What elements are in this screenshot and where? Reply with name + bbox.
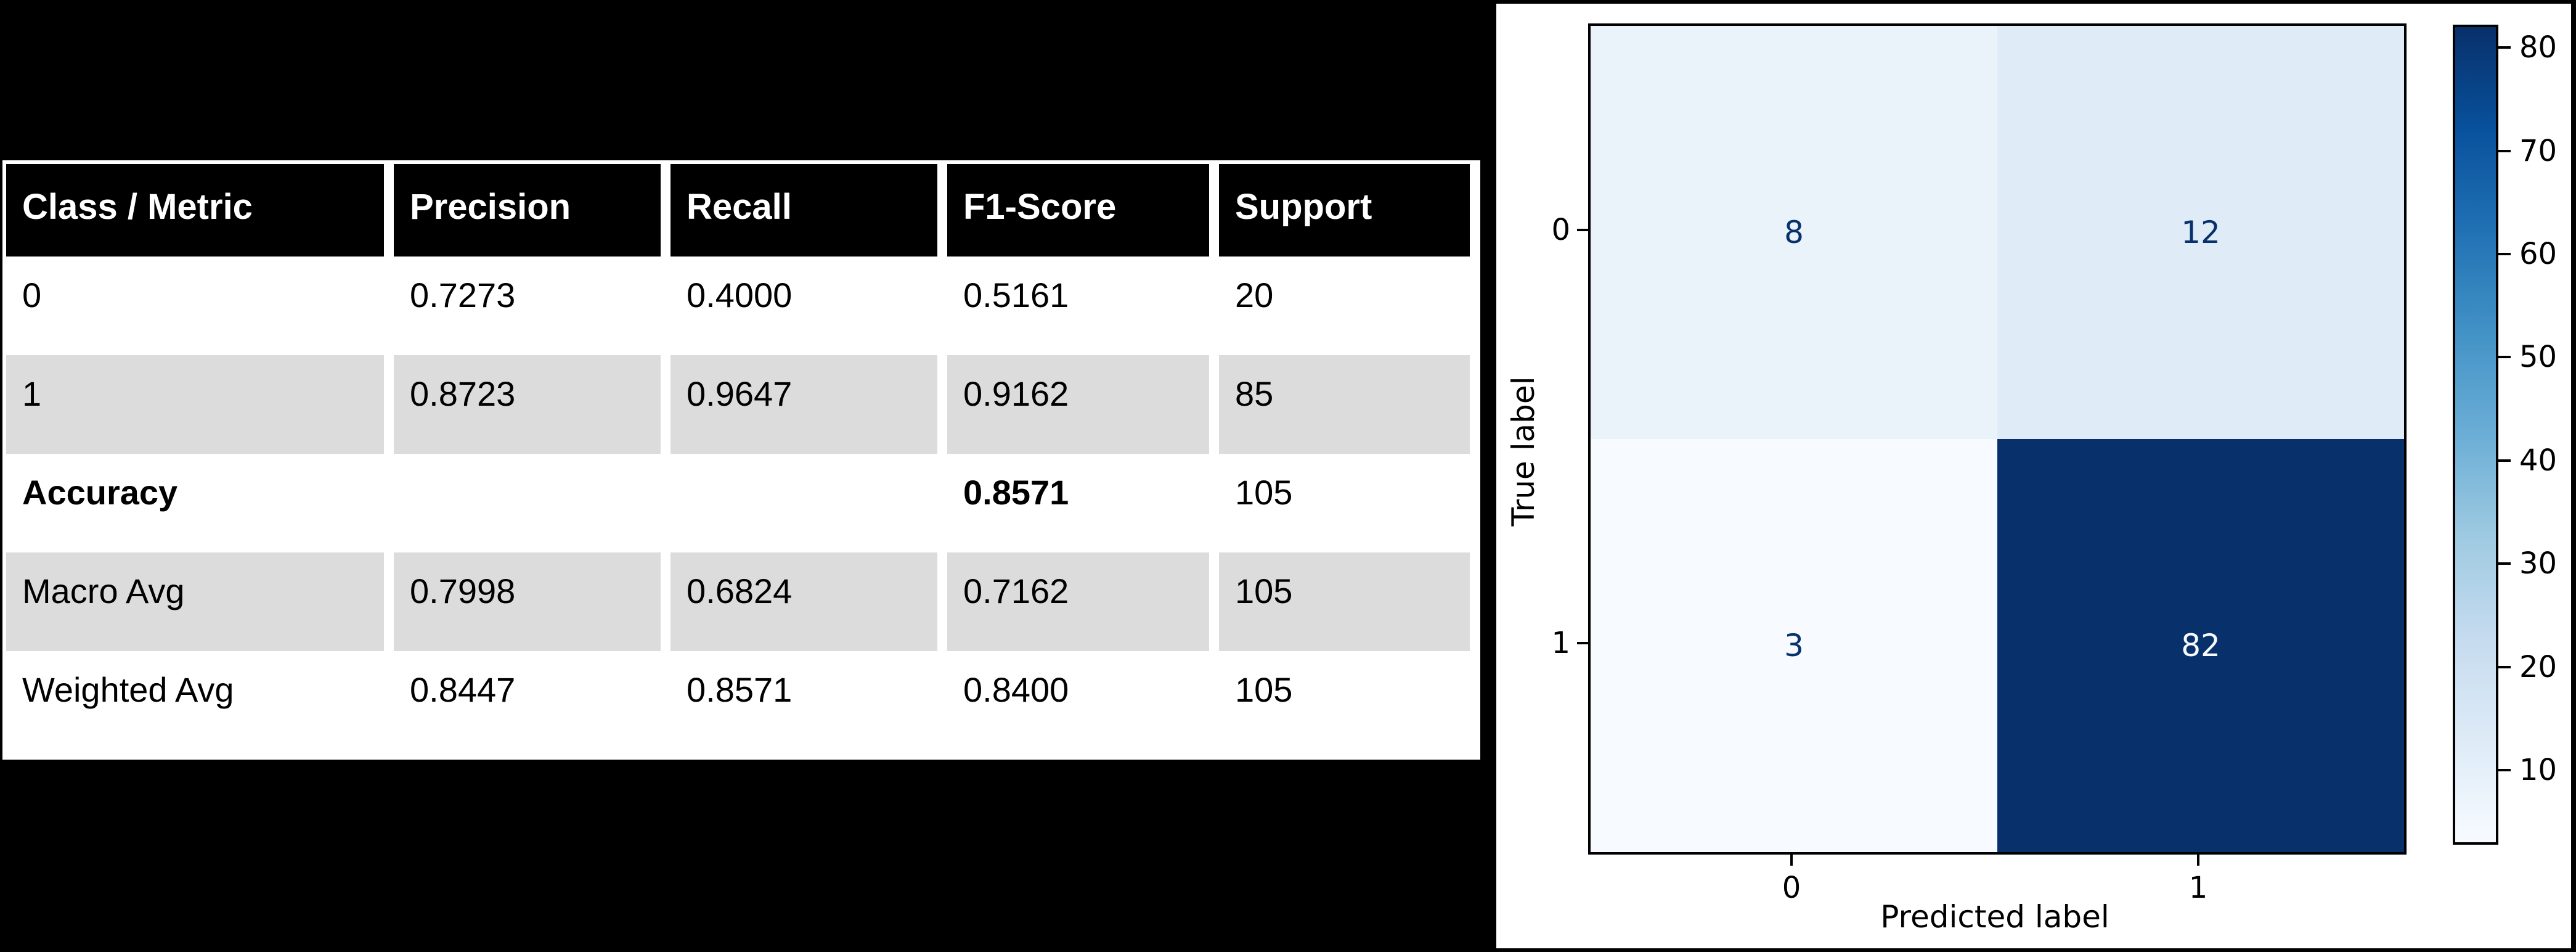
table-cell: 105: [1219, 552, 1470, 651]
cell-annotation: 82: [2181, 628, 2220, 663]
y-tick-label: 0: [1551, 213, 1570, 247]
table-row: 1 0.8723 0.9647 0.9162 85: [6, 355, 1477, 454]
colorbar-tick-label: 80: [2519, 30, 2558, 65]
x-tick-label: 0: [1782, 871, 1801, 905]
table-cell: 0.8447: [394, 651, 661, 750]
table-cell: 0: [6, 256, 384, 355]
table-cell: [394, 454, 661, 552]
y-axis-label: True label: [1506, 376, 1541, 527]
colorbar-tickmark: [2498, 768, 2511, 771]
column-header: Support: [1219, 164, 1470, 256]
table-row: 0 0.7273 0.4000 0.5161 20: [6, 256, 1477, 355]
colorbar-tickmark: [2498, 562, 2511, 565]
table-row: Accuracy 0.8571 105: [6, 454, 1477, 552]
colorbar-tickmark: [2498, 356, 2511, 359]
colorbar-tick-label: 60: [2519, 237, 2558, 272]
y-tick-label: 1: [1551, 626, 1570, 660]
colorbar: [2453, 25, 2498, 845]
table-row: Macro Avg 0.7998 0.6824 0.7162 105: [6, 552, 1477, 651]
heatmap-cell: 82: [1997, 439, 2404, 852]
colorbar-tick-label: 20: [2519, 649, 2558, 684]
table-cell: 0.8723: [394, 355, 661, 454]
table-cell: Accuracy: [6, 454, 384, 552]
table-rows: 0 0.7273 0.4000 0.5161 20 1 0.8723 0.9647 0.9162…: [6, 256, 1477, 750]
column-header: Recall: [670, 164, 937, 256]
table-cell: 1: [6, 355, 384, 454]
heatmap-cell: 12: [1997, 26, 2404, 439]
table-cell: 20: [1219, 256, 1470, 355]
table-cell: 0.7998: [394, 552, 661, 651]
colorbar-tick-label: 30: [2519, 546, 2558, 581]
table-cell: 0.8571: [947, 454, 1209, 552]
x-tickmark: [1790, 855, 1793, 866]
colorbar-tick-label: 50: [2519, 340, 2558, 375]
table-cell: Macro Avg: [6, 552, 384, 651]
table-cell: 105: [1219, 651, 1470, 750]
colorbar-tickmark: [2498, 253, 2511, 256]
table-cell: 0.7273: [394, 256, 661, 355]
cell-annotation: 8: [1784, 215, 1804, 250]
table-cell: 105: [1219, 454, 1470, 552]
colorbar-tickmark: [2498, 149, 2511, 152]
cell-annotation: 12: [2181, 215, 2220, 250]
column-header: Precision: [394, 164, 661, 256]
table-cell: 85: [1219, 355, 1470, 454]
y-tickmark: [1577, 642, 1588, 644]
table-header-row: Class / Metric Precision Recall F1-Score Sup…: [6, 164, 1477, 256]
table-cell: 0.8400: [947, 651, 1209, 750]
heatmap-axes: 8 12 3 82: [1588, 23, 2407, 855]
table-cell: Weighted Avg: [6, 651, 384, 750]
colorbar-tickmark: [2498, 459, 2511, 462]
colorbar-tick-label: 40: [2519, 443, 2558, 478]
table-cell: 0.6824: [670, 552, 937, 651]
x-axis-label: Predicted label: [1880, 899, 2109, 935]
table-cell: 0.8571: [670, 651, 937, 750]
y-tickmark: [1577, 229, 1588, 231]
colorbar-tickmark: [2498, 46, 2511, 49]
x-tickmark: [2197, 855, 2199, 866]
colorbar-tick-label: 70: [2519, 133, 2558, 168]
table-cell: 0.4000: [670, 256, 937, 355]
table-row: Weighted Avg 0.8447 0.8571 0.8400 105: [6, 651, 1477, 750]
table-cell: 0.9162: [947, 355, 1209, 454]
cell-annotation: 3: [1784, 628, 1804, 663]
table-cell: [670, 454, 937, 552]
heatmap-cell: 3: [1591, 439, 1997, 852]
colorbar-tickmark: [2498, 665, 2511, 668]
table-cell: 0.7162: [947, 552, 1209, 651]
column-header: F1-Score: [947, 164, 1209, 256]
table-cell: 0.9647: [670, 355, 937, 454]
column-header: Class / Metric: [6, 164, 384, 256]
x-tick-label: 1: [2188, 871, 2208, 905]
table-cell: 0.5161: [947, 256, 1209, 355]
colorbar-tick-label: 10: [2519, 752, 2558, 787]
metrics-table-panel: Class / Metric Precision Recall F1-Score Sup…: [2, 160, 1480, 760]
heatmap-cell: 8: [1591, 26, 1997, 439]
